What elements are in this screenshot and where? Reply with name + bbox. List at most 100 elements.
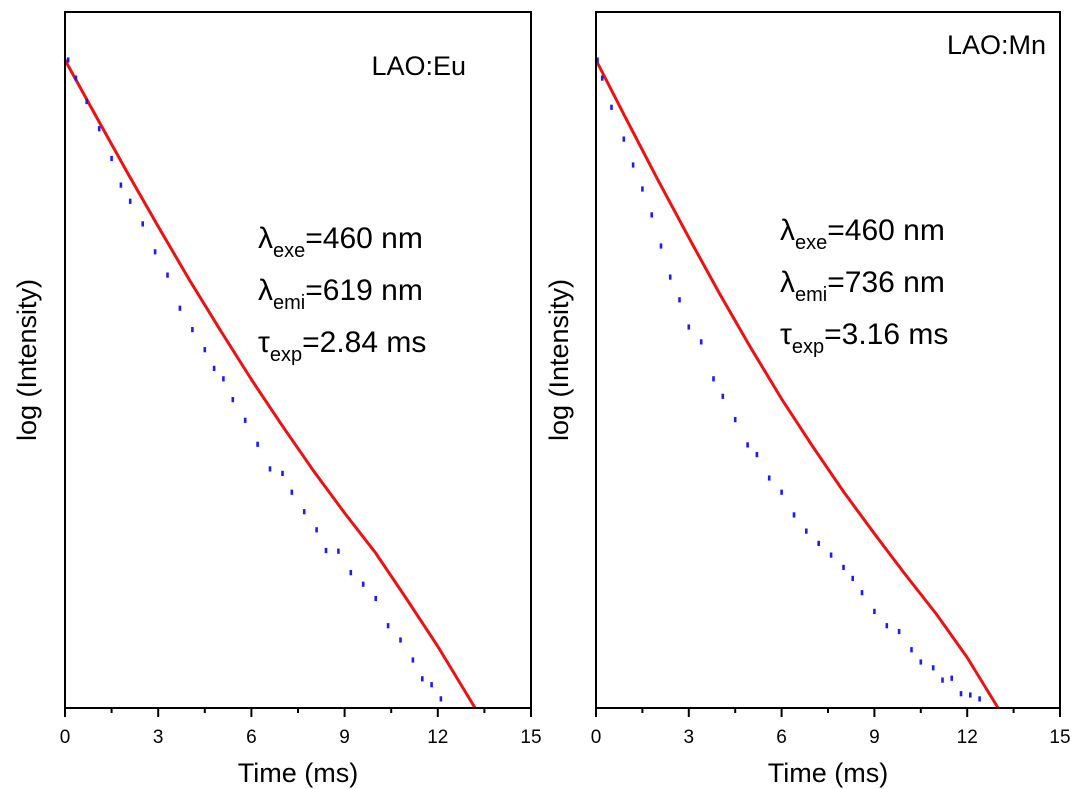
panel-1: 0 3 6 9 12 15 Time (ms) log (Intensity) LAO:Mn λe… — [544, 11, 1071, 788]
data-point — [650, 212, 653, 218]
y-axis-title: log (Intensity) — [12, 279, 42, 441]
plot-frame — [595, 11, 1061, 709]
data-point — [950, 675, 953, 681]
data-point — [860, 590, 864, 596]
data-point — [74, 75, 78, 81]
data-point — [622, 136, 626, 142]
data-point — [631, 162, 635, 168]
x-axis-title: Time (ms) — [238, 758, 358, 788]
data-point — [668, 274, 672, 280]
data-point — [755, 452, 759, 458]
fit-line — [63, 59, 477, 709]
data-point — [141, 221, 144, 227]
param-annotation: τexp=2.84 ms — [258, 326, 426, 366]
data-point — [792, 512, 796, 518]
data-point — [780, 489, 783, 495]
data-point — [399, 637, 402, 643]
param-annotation: λexe=460 nm — [258, 222, 423, 262]
data-point — [222, 376, 225, 382]
data-point — [349, 570, 353, 576]
x-axis-title: Time (ms) — [768, 758, 888, 788]
x-tick-label: 6 — [776, 727, 787, 748]
data-point — [97, 126, 101, 132]
data-point — [721, 393, 725, 399]
data-point — [268, 466, 272, 472]
fit-line — [594, 59, 1000, 709]
data-point — [699, 339, 703, 345]
data-point — [166, 272, 169, 278]
data-point — [919, 659, 923, 665]
data-point — [817, 540, 820, 546]
data-point — [978, 696, 981, 702]
x-tick-label: 3 — [684, 727, 695, 748]
data-point — [842, 564, 845, 570]
data-point — [231, 397, 235, 403]
data-point — [678, 297, 681, 303]
data-point — [610, 104, 613, 110]
data-point — [897, 628, 901, 635]
data-point — [851, 575, 854, 581]
data-point — [873, 608, 876, 614]
x-tick-label: 15 — [520, 727, 541, 748]
data-point — [119, 182, 123, 188]
x-tick-label: 12 — [427, 727, 448, 748]
x-tick-label: 15 — [1049, 727, 1070, 748]
data-point — [203, 347, 207, 353]
x-tick-label: 0 — [60, 727, 71, 748]
data-point — [178, 305, 182, 311]
panel-0: 0 3 6 9 12 15 Time (ms) log (Intensity) LAO:Eu λe… — [12, 11, 542, 788]
data-point — [110, 155, 113, 162]
param-annotation: λemi=619 nm — [258, 274, 423, 314]
data-point — [85, 98, 88, 105]
x-tick-label: 3 — [153, 727, 164, 748]
data-point — [596, 57, 599, 63]
data-point — [733, 417, 737, 423]
x-tick-label: 9 — [339, 727, 350, 748]
data-point — [959, 691, 963, 697]
data-point — [315, 527, 318, 533]
data-point — [361, 581, 365, 587]
data-point — [659, 243, 663, 249]
data-point — [128, 198, 132, 204]
data-point — [687, 324, 691, 330]
data-point — [885, 623, 889, 629]
data-point — [941, 677, 944, 683]
data-point — [641, 186, 644, 192]
x-tick-label: 9 — [869, 727, 880, 748]
data-point — [712, 376, 715, 382]
data-point — [337, 548, 340, 554]
data-point — [374, 595, 377, 602]
param-annotation: λemi=736 nm — [780, 266, 945, 306]
y-axis-title: log (Intensity) — [544, 279, 574, 441]
data-point — [153, 249, 157, 255]
data-point — [931, 665, 935, 671]
data-point — [386, 623, 390, 629]
data-point — [746, 442, 749, 448]
data-point — [191, 327, 194, 333]
x-tick-label: 0 — [591, 727, 602, 748]
data-point — [66, 57, 70, 63]
x-tick-label: 12 — [957, 727, 978, 748]
data-point — [256, 441, 259, 447]
data-point — [421, 676, 424, 682]
data-point — [281, 470, 284, 476]
data-point — [212, 365, 216, 371]
param-annotation: τexp=3.16 ms — [780, 318, 948, 358]
data-point — [302, 509, 306, 515]
data-point — [290, 489, 294, 495]
data-point — [969, 692, 972, 698]
data-point — [430, 682, 433, 688]
data-point — [829, 552, 833, 558]
x-tick-label: 6 — [246, 727, 257, 748]
panel-label: LAO:Mn — [947, 30, 1046, 60]
data-point — [411, 657, 415, 663]
data-point — [243, 417, 247, 423]
data-point — [805, 528, 808, 534]
panel-label: LAO:Eu — [371, 51, 466, 81]
data-point — [324, 547, 328, 554]
data-point — [767, 475, 771, 481]
data-point — [910, 647, 913, 653]
param-annotation: λexe=460 nm — [780, 214, 945, 254]
data-point — [600, 75, 604, 81]
